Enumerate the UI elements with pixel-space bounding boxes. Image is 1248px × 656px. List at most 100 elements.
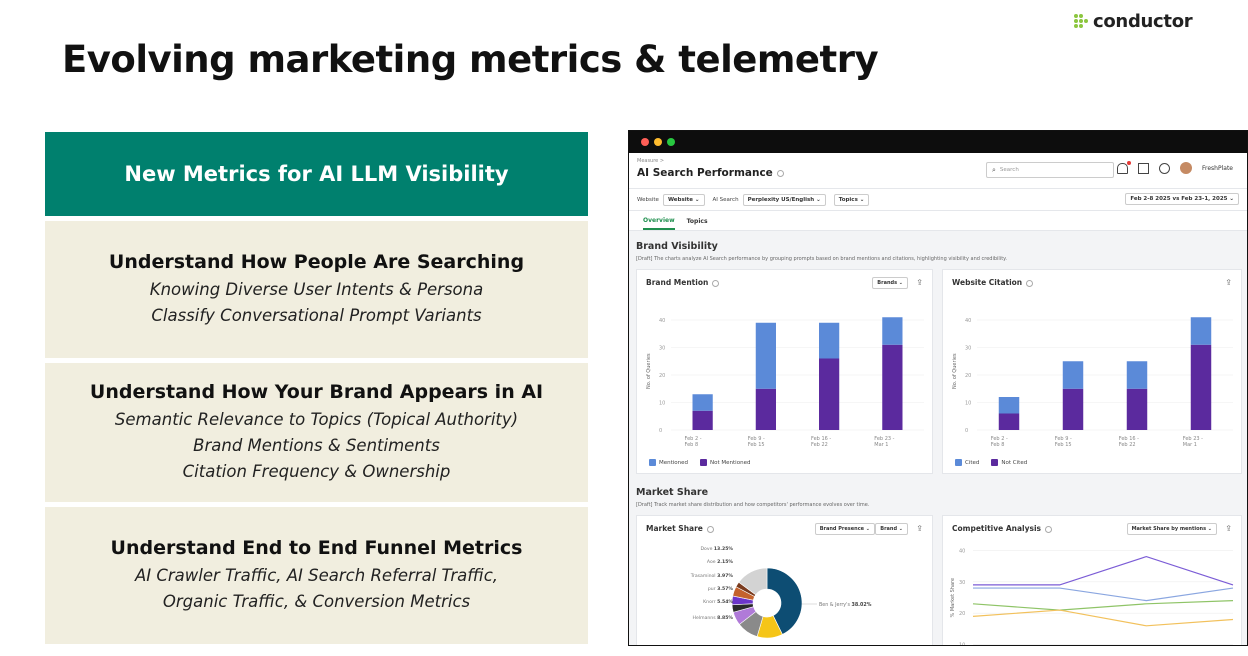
- legend-swatch: [649, 459, 656, 466]
- close-dot-icon[interactable]: [641, 138, 649, 146]
- y-axis-label: No. of Queries: [646, 353, 652, 389]
- x-tick-label: Feb 16 -: [811, 436, 831, 442]
- app-header: Measure > AI Search Performance ⌕ Search …: [629, 153, 1247, 189]
- share-icon[interactable]: ⇪: [916, 278, 923, 287]
- brand-presence-dropdown[interactable]: Brand Presence ⌄: [814, 523, 875, 535]
- website-dropdown[interactable]: Website ⌄: [662, 193, 705, 206]
- chart-legend: Cited Not Cited: [955, 459, 1027, 466]
- maximize-dot-icon[interactable]: [667, 138, 675, 146]
- panel-title: Market Share: [646, 524, 714, 533]
- user-name[interactable]: FreshPlate: [1202, 164, 1233, 172]
- panel-title-text: Brand Mention: [646, 278, 709, 287]
- help-icon[interactable]: [1159, 162, 1171, 174]
- legend-item[interactable]: Not Mentioned: [700, 459, 750, 466]
- share-icon[interactable]: ⇪: [1225, 524, 1232, 533]
- y-tick-label: 20: [965, 373, 971, 379]
- bar-segment: [755, 388, 776, 430]
- info-icon[interactable]: [1026, 279, 1034, 287]
- y-tick-label: 0: [659, 428, 662, 434]
- building-icon[interactable]: [1138, 162, 1150, 174]
- brand-dropdown[interactable]: Brand ⌄: [875, 523, 908, 535]
- info-icon[interactable]: [706, 525, 714, 533]
- x-tick-label: Mar 1: [874, 442, 888, 448]
- legend-item[interactable]: Cited: [955, 459, 979, 466]
- card-line: Semantic Relevance to Topics (Topical Au…: [114, 409, 519, 429]
- metric-card: Understand How Your Brand Appears in AI …: [45, 363, 588, 502]
- competitive-analysis-panel: Competitive Analysis Market Share by men…: [942, 515, 1242, 646]
- market-share-mode-dropdown[interactable]: Market Share by mentions ⌄: [1126, 523, 1217, 535]
- bell-icon[interactable]: [1117, 160, 1132, 174]
- y-tick-label: 10: [965, 401, 971, 407]
- filter-row: Website Website ⌄ AI Search Perplexity U…: [629, 189, 1247, 211]
- y-axis-label: No. of Queries: [952, 353, 958, 389]
- brands-value: Brands: [877, 280, 898, 286]
- bar-segment: [998, 397, 1020, 414]
- card-line: Citation Frequency & Ownership: [182, 461, 451, 481]
- share-icon[interactable]: ⇪: [916, 524, 923, 533]
- legend-item[interactable]: Mentioned: [649, 459, 688, 466]
- metrics-header: New Metrics for AI LLM Visibility: [45, 132, 588, 216]
- logo-text: conductor: [1093, 10, 1193, 32]
- panel-title: Brand Mention: [646, 278, 720, 287]
- x-tick-label: Feb 9 -: [1055, 436, 1072, 442]
- legend-item[interactable]: Not Cited: [991, 459, 1027, 466]
- legend-label: Cited: [965, 460, 980, 466]
- y-tick-label: 30: [659, 346, 665, 352]
- legend-label: Mentioned: [659, 460, 689, 466]
- x-tick-label: Feb 23 -: [874, 436, 894, 442]
- header-actions: FreshPlate: [1117, 160, 1233, 174]
- info-icon[interactable]: [712, 279, 720, 287]
- bar-segment: [1126, 388, 1148, 430]
- pie-label: Helmanns 8.85%: [693, 615, 734, 621]
- breadcrumb[interactable]: Measure >: [637, 158, 665, 164]
- x-tick-label: Feb 22: [811, 442, 828, 448]
- panel-title: Website Citation: [952, 278, 1034, 287]
- tab-overview[interactable]: Overview: [643, 217, 675, 230]
- app-screenshot: Measure > AI Search Performance ⌕ Search …: [628, 130, 1248, 646]
- bar-segment: [1126, 361, 1148, 389]
- share-icon[interactable]: ⇪: [1225, 278, 1232, 287]
- bar-segment: [882, 317, 903, 345]
- y-tick-label: 40: [965, 318, 971, 324]
- info-icon[interactable]: [776, 169, 784, 177]
- brands-dropdown[interactable]: Brands ⌄: [872, 277, 908, 289]
- x-tick-label: Feb 8: [991, 442, 1005, 448]
- tab-topics[interactable]: Topics: [686, 218, 708, 225]
- y-tick-label: 0: [965, 428, 968, 434]
- pie-label: pur 3.57%: [708, 586, 734, 592]
- minimize-dot-icon[interactable]: [654, 138, 662, 146]
- bar-segment: [819, 322, 840, 359]
- search-icon: ⌕: [992, 165, 996, 174]
- pie-label-pct: 8.85%: [717, 615, 733, 621]
- bar-segment: [1190, 317, 1212, 345]
- date-range-dropdown[interactable]: Feb 2-8 2025 vs Feb 23-1, 2025 ⌄: [1125, 193, 1239, 205]
- pie-label: Trasaminol 3.97%: [690, 573, 734, 579]
- pie-label-pct: 2.15%: [717, 559, 733, 565]
- ai-search-label: AI Search: [712, 196, 739, 203]
- x-tick-label: Feb 15: [748, 442, 765, 448]
- ai-search-value: Perplexity US/English: [747, 196, 815, 203]
- search-input[interactable]: ⌕ Search: [986, 162, 1114, 178]
- info-icon[interactable]: [1045, 525, 1052, 533]
- brand-visibility-title: Brand Visibility: [636, 241, 718, 252]
- x-tick-label: Feb 9 -: [748, 436, 765, 442]
- pie-label-pct: 3.97%: [717, 573, 733, 579]
- market-share-section-title: Market Share: [636, 487, 709, 498]
- bar-segment: [819, 358, 840, 430]
- window-titlebar: [629, 131, 1247, 153]
- x-tick-label: Feb 8: [685, 442, 699, 448]
- bar-segment: [1062, 388, 1084, 430]
- avatar[interactable]: [1180, 162, 1193, 174]
- y-tick-label: 10: [959, 643, 965, 646]
- competitive-analysis-chart: 10 20 30 40 % Market Share: [950, 548, 1234, 646]
- ai-search-dropdown[interactable]: Perplexity US/English ⌄: [742, 193, 826, 206]
- card-line: Brand Mentions & Sentiments: [193, 435, 440, 455]
- card-heading: Understand End to End Funnel Metrics: [110, 536, 523, 559]
- card-heading: Understand How People Are Searching: [108, 250, 525, 273]
- bar-segment: [882, 344, 903, 430]
- metrics-list: New Metrics for AI LLM Visibility Unders…: [45, 132, 588, 644]
- bar-segment: [1190, 344, 1212, 430]
- bar-segment: [998, 413, 1020, 430]
- card-line: AI Crawler Traffic, AI Search Referral T…: [134, 565, 499, 585]
- topics-dropdown[interactable]: Topics ⌄: [833, 193, 870, 206]
